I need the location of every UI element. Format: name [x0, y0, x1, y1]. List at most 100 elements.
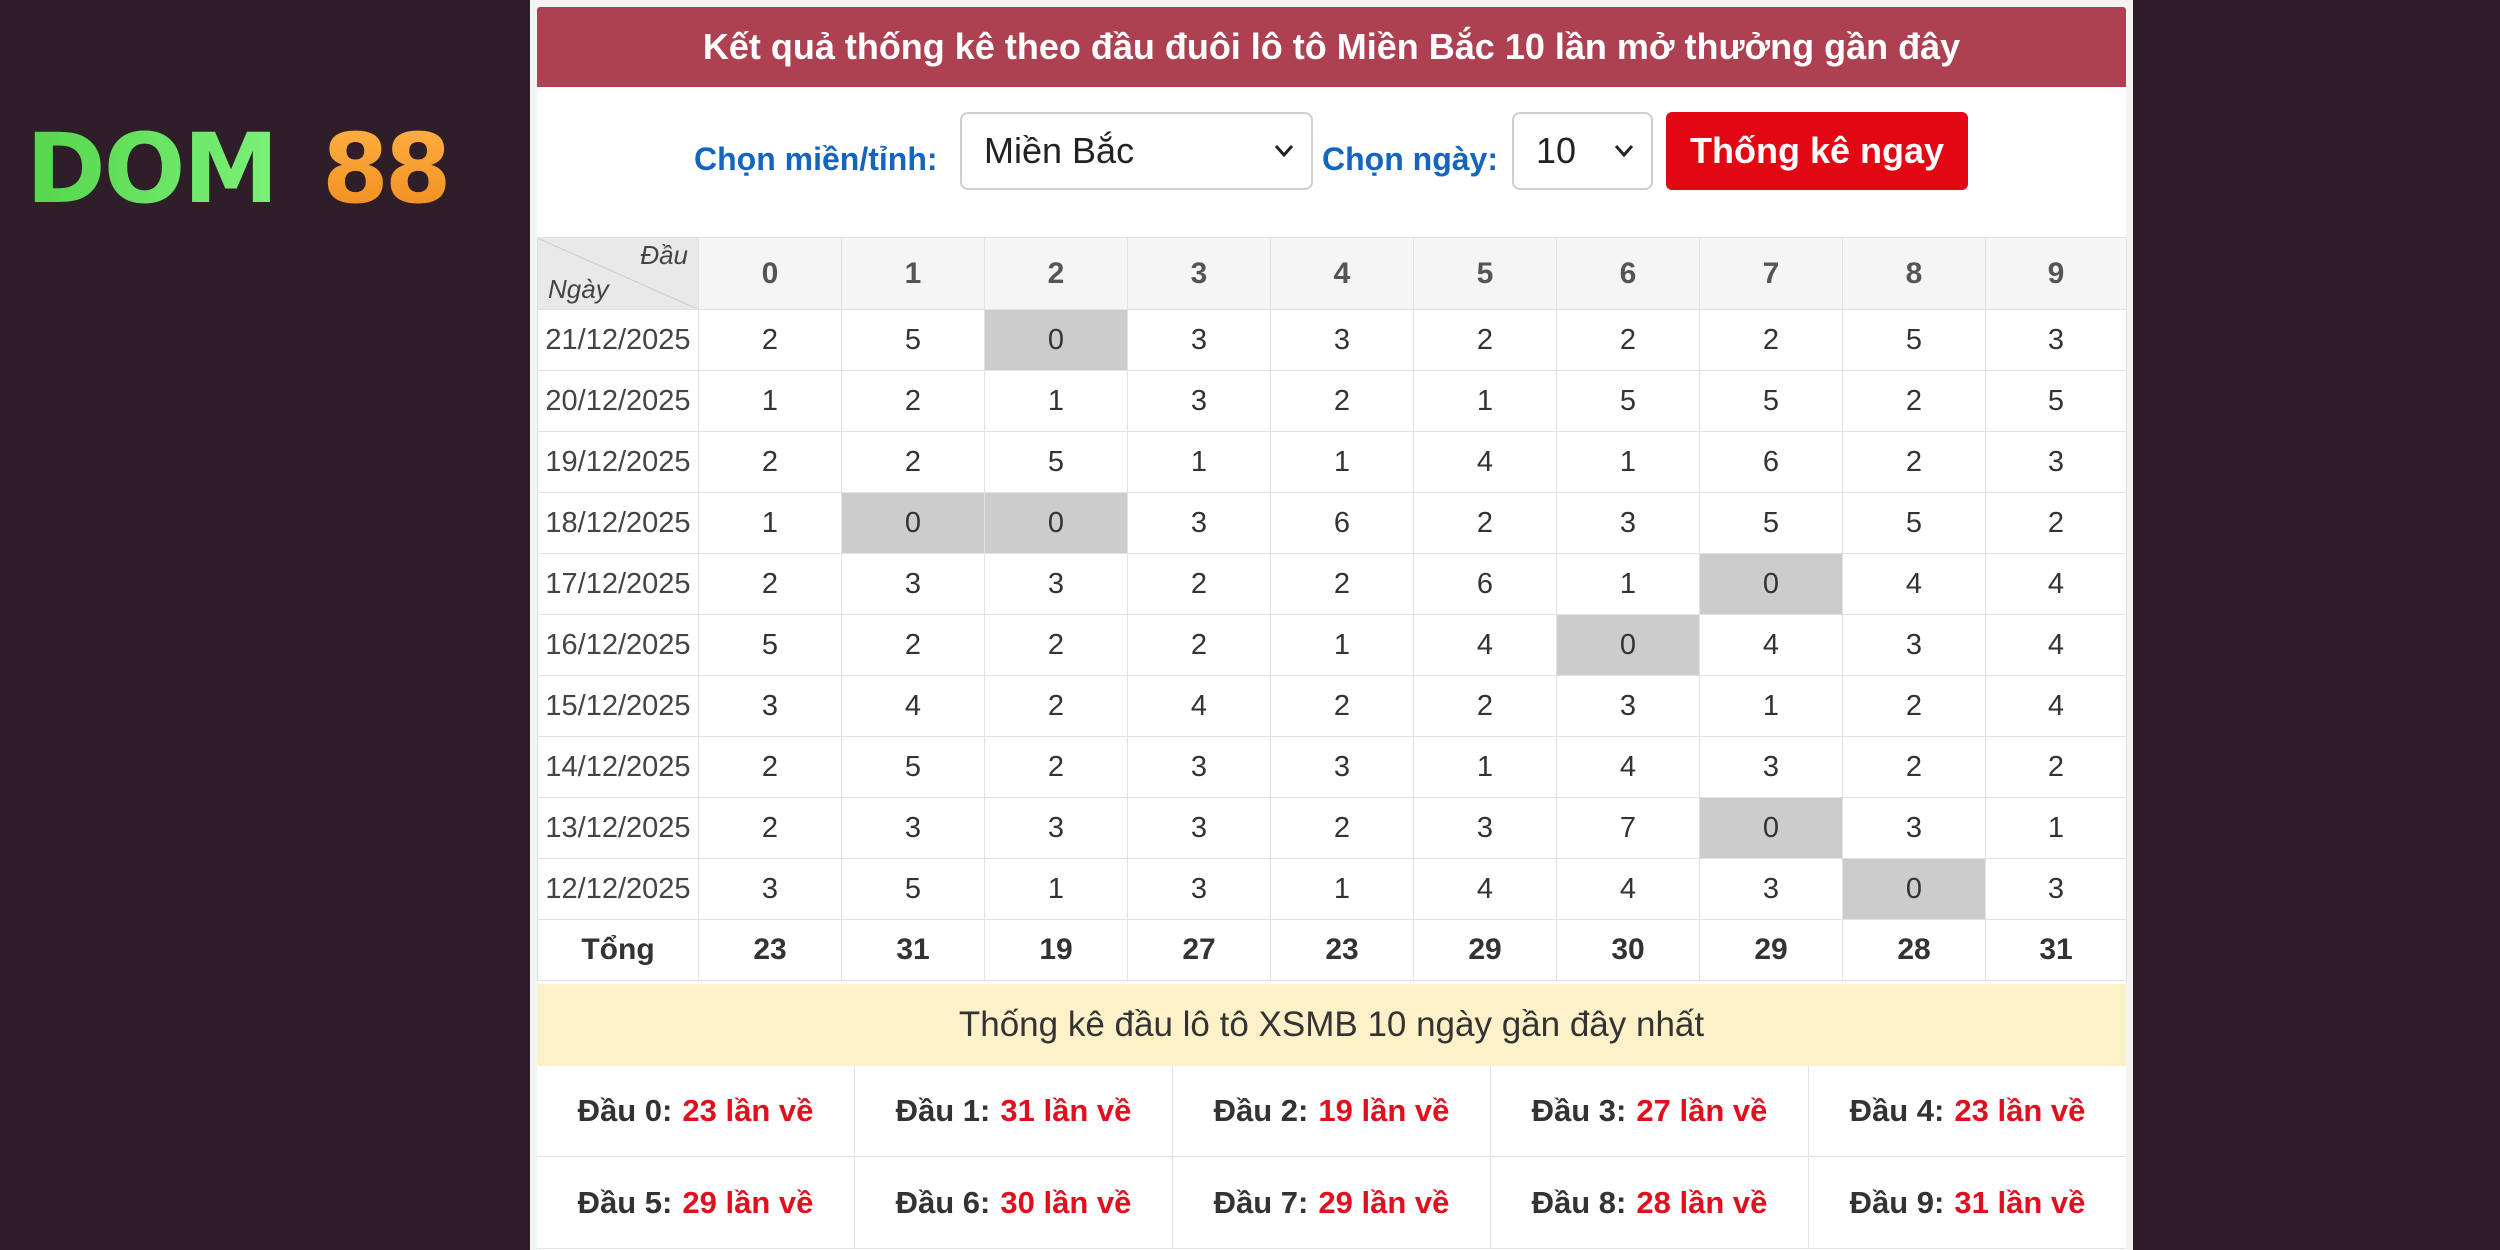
count-cell: 4: [1556, 736, 1700, 798]
submit-stats-button[interactable]: Thống kê ngay: [1666, 112, 1968, 190]
count-cell: 2: [1413, 492, 1557, 554]
summary-item: Đầu 7: 29 lần về: [1173, 1158, 1491, 1249]
count-cell: 2: [1413, 309, 1557, 371]
summary-item: Đầu 2: 19 lần về: [1173, 1066, 1491, 1157]
summary-item-count: 23 lần về: [1954, 1093, 2086, 1128]
row-date: 12/12/2025: [537, 858, 699, 920]
count-cell: 3: [1699, 736, 1843, 798]
count-cell: 1: [698, 370, 842, 432]
count-cell: 5: [984, 431, 1128, 493]
count-cell: 2: [1413, 675, 1557, 737]
count-cell: 1: [1270, 614, 1414, 676]
filter-controls: Chọn miền/tỉnh: Miền Bắc Chọn ngày: 10 T…: [537, 87, 2126, 237]
days-select-value: 10: [1536, 130, 1577, 171]
table-row: 15/12/2025 3 4 2 4 2 2 3 1 2 4: [537, 675, 2127, 737]
count-cell: 3: [1985, 309, 2127, 371]
count-cell: 3: [1127, 858, 1271, 920]
summary-item-label: Đầu 0:: [577, 1093, 673, 1128]
days-label: Chọn ngày:: [1322, 141, 1498, 177]
count-cell: 2: [1270, 797, 1414, 859]
summary-item: Đầu 0: 23 lần về: [537, 1066, 855, 1157]
count-cell: 5: [1699, 492, 1843, 554]
count-cell: 2: [698, 797, 842, 859]
count-cell: 5: [841, 858, 985, 920]
days-select[interactable]: 10: [1512, 112, 1653, 190]
count-cell: 2: [1270, 675, 1414, 737]
count-cell: 2: [1842, 431, 1986, 493]
total-cell: 28: [1842, 919, 1986, 981]
count-cell: 1: [984, 858, 1128, 920]
count-cell: 4: [1556, 858, 1700, 920]
count-cell: 2: [698, 736, 842, 798]
count-cell: 1: [1127, 431, 1271, 493]
count-cell: 5: [1842, 492, 1986, 554]
count-cell: 2: [698, 309, 842, 371]
count-cell: 1: [1413, 370, 1557, 432]
row-date: 13/12/2025: [537, 797, 699, 859]
summary-item-label: Đầu 7:: [1213, 1185, 1309, 1220]
column-header: 2: [984, 237, 1128, 310]
summary-item: Đầu 8: 28 lần về: [1491, 1158, 1809, 1249]
count-cell: 3: [1127, 370, 1271, 432]
count-cell: 2: [1842, 736, 1986, 798]
count-cell: 0: [984, 492, 1128, 554]
count-cell: 2: [1985, 492, 2127, 554]
count-cell: 1: [1699, 675, 1843, 737]
region-select[interactable]: Miền Bắc: [960, 112, 1313, 190]
count-cell: 3: [1127, 797, 1271, 859]
count-cell: 1: [1556, 553, 1700, 615]
count-cell: 3: [698, 675, 842, 737]
count-cell: 1: [698, 492, 842, 554]
count-cell: 2: [1270, 553, 1414, 615]
count-cell: 2: [1556, 309, 1700, 371]
count-cell: 3: [1556, 675, 1700, 737]
total-cell: 23: [698, 919, 842, 981]
corner-head-label: Đầu: [640, 240, 688, 270]
count-cell: 5: [1985, 370, 2127, 432]
count-cell: 3: [1413, 797, 1557, 859]
summary-item-label: Đầu 5:: [577, 1185, 673, 1220]
count-cell: 4: [1127, 675, 1271, 737]
count-cell: 2: [1842, 675, 1986, 737]
count-cell: 5: [698, 614, 842, 676]
corner-row-label: Ngày: [548, 274, 609, 304]
count-cell: 1: [1985, 797, 2127, 859]
count-cell: 3: [1270, 736, 1414, 798]
summary-item-count: 27 lần về: [1636, 1093, 1768, 1128]
total-row: Tổng 23 31 19 27 23 29 30 29 28 31: [537, 919, 2127, 981]
chevron-down-icon: [1274, 145, 1294, 158]
count-cell: 1: [1556, 431, 1700, 493]
count-cell: 4: [1413, 614, 1557, 676]
count-cell: 7: [1556, 797, 1700, 859]
table-row: 18/12/2025 1 0 0 3 6 2 3 5 5 2: [537, 492, 2127, 554]
stats-table-container: Đầu Ngày 0 1 2 3 4 5 6 7 8 9 21/12/2025 2…: [537, 237, 2127, 984]
count-cell: 3: [1842, 614, 1986, 676]
count-cell: 3: [841, 797, 985, 859]
row-date: 21/12/2025: [537, 309, 699, 371]
count-cell: 5: [841, 736, 985, 798]
row-date: 19/12/2025: [537, 431, 699, 493]
logo-text-dom: DOM: [26, 118, 277, 218]
count-cell: 0: [1842, 858, 1986, 920]
table-row: 17/12/2025 2 3 3 2 2 6 1 0 4 4: [537, 553, 2127, 615]
total-cell: 27: [1127, 919, 1271, 981]
chevron-down-icon: [1614, 145, 1634, 158]
column-header: 4: [1270, 237, 1414, 310]
count-cell: 2: [1842, 370, 1986, 432]
summary-item-count: 29 lần về: [1318, 1185, 1450, 1220]
corner-header: Đầu Ngày: [537, 237, 699, 310]
summary-item-count: 28 lần về: [1636, 1185, 1768, 1220]
count-cell: 3: [1127, 492, 1271, 554]
count-cell: 3: [984, 553, 1128, 615]
row-date: 18/12/2025: [537, 492, 699, 554]
count-cell: 5: [1842, 309, 1986, 371]
count-cell: 6: [1270, 492, 1414, 554]
summary-item-label: Đầu 1:: [895, 1093, 991, 1128]
summary-grid: Đầu 0: 23 lần về Đầu 1: 31 lần về Đầu 2: 19 l…: [537, 1066, 2126, 1250]
count-cell: 6: [1413, 553, 1557, 615]
total-cell: 19: [984, 919, 1128, 981]
row-date: 20/12/2025: [537, 370, 699, 432]
count-cell: 2: [1127, 553, 1271, 615]
column-header: 1: [841, 237, 985, 310]
count-cell: 3: [1985, 431, 2127, 493]
